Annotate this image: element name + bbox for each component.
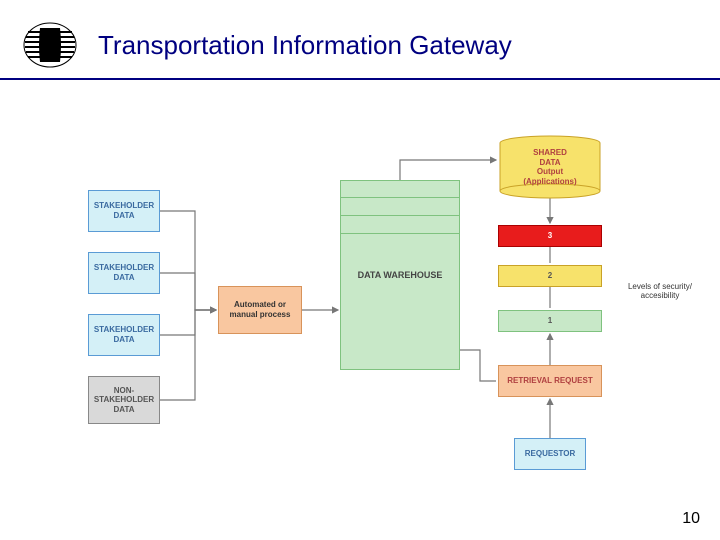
nonstakeholder-box: NON- STAKEHOLDER DATA (88, 376, 160, 424)
process-box: Automated or manual process (218, 286, 302, 334)
level-2-box: 2 (498, 265, 602, 287)
shared-data-label: SHARED DATA Output (Applications) (498, 138, 602, 186)
process-label: Automated or manual process (221, 300, 299, 319)
stakeholder-box-2: STAKEHOLDER DATA (88, 252, 160, 294)
page-title: Transportation Information Gateway (98, 30, 512, 61)
level-1-label: 1 (548, 316, 552, 326)
page-number: 10 (682, 510, 700, 528)
stakeholder-box-3: STAKEHOLDER DATA (88, 314, 160, 356)
stakeholder-label-3: STAKEHOLDER DATA (91, 325, 157, 344)
shared-data-cylinder: SHARED DATA Output (Applications) (498, 138, 602, 196)
diagram-area: STAKEHOLDER DATA STAKEHOLDER DATA STAKEH… (0, 80, 720, 510)
warehouse-label: DATA WAREHOUSE (358, 270, 443, 281)
retrieval-box: RETRIEVAL REQUEST (498, 365, 602, 397)
level-1-box: 1 (498, 310, 602, 332)
logo (20, 20, 80, 70)
stakeholder-box-1: STAKEHOLDER DATA (88, 190, 160, 232)
stakeholder-label-1: STAKEHOLDER DATA (91, 201, 157, 220)
level-2-label: 2 (548, 271, 552, 281)
retrieval-label: RETRIEVAL REQUEST (507, 376, 593, 386)
stakeholder-label-2: STAKEHOLDER DATA (91, 263, 157, 282)
nonstakeholder-label: NON- STAKEHOLDER DATA (91, 386, 157, 415)
side-label: Levels of security/ accesibility (620, 272, 700, 301)
requestor-box: REQUESTOR (514, 438, 586, 470)
warehouse-box: DATA WAREHOUSE (340, 180, 460, 370)
level-3-box: 3 (498, 225, 602, 247)
level-3-label: 3 (548, 231, 552, 241)
requestor-label: REQUESTOR (525, 449, 576, 459)
